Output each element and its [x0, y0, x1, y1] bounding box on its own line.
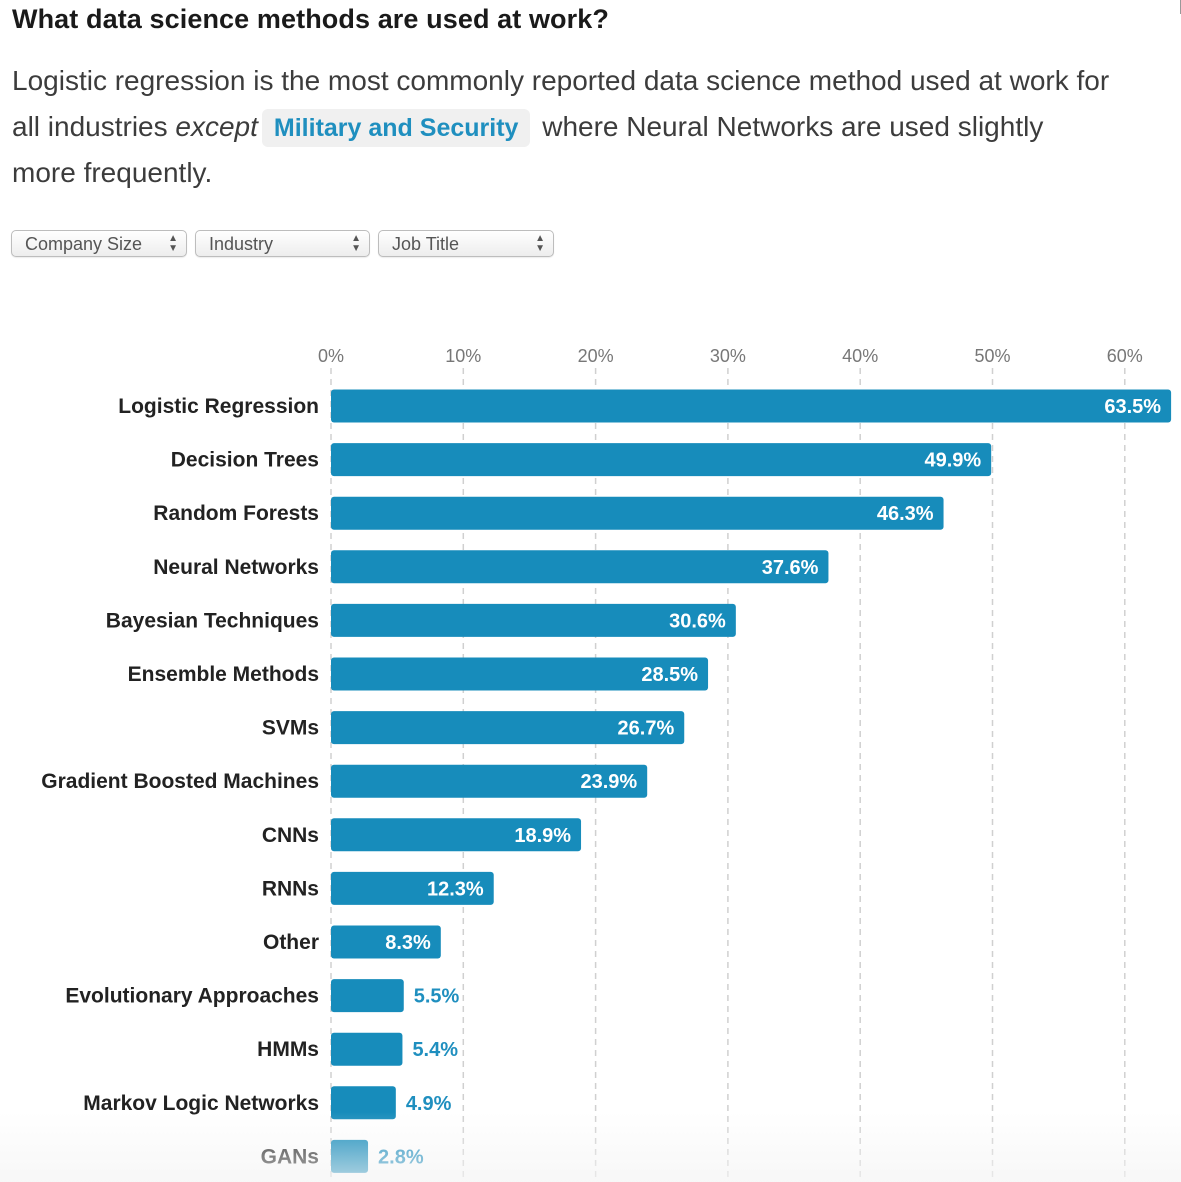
value-label: 26.7% — [618, 718, 675, 740]
bar — [331, 871, 494, 905]
bar — [331, 711, 685, 745]
tick-label: 0% — [318, 346, 344, 366]
value-label: 5.5% — [414, 986, 460, 1008]
updown-arrows-icon: ▲ ▼ — [351, 233, 361, 254]
category-label: Bayesian Techniques — [106, 609, 319, 632]
category-label: Decision Trees — [171, 449, 319, 472]
subtitle-emphasis: except — [175, 111, 258, 142]
value-label: 8.3% — [385, 932, 431, 954]
value-label: 28.5% — [641, 664, 698, 686]
value-label: 46.3% — [877, 503, 934, 525]
industry-select[interactable]: Industry ▲ ▼ — [195, 230, 370, 257]
bar — [331, 389, 1172, 423]
tick-label: 40% — [842, 346, 878, 366]
job-title-select-label: Job Title — [392, 234, 460, 254]
category-label: Logistic Regression — [118, 395, 319, 418]
value-label: 4.9% — [406, 1093, 452, 1115]
value-label: 12.3% — [427, 878, 484, 900]
value-label: 23.9% — [580, 771, 637, 793]
chart-title: What data science methods are used at wo… — [12, 4, 609, 34]
bar — [331, 603, 736, 637]
tick-label: 10% — [445, 346, 481, 366]
value-label: 2.8% — [378, 1146, 424, 1168]
bar — [331, 818, 582, 852]
category-label: Neural Networks — [153, 556, 319, 579]
bar-chart: 0% 10% 20% 30% 40% 50% 60% Logistic Regression 6… — [41, 346, 1172, 1182]
bar — [331, 550, 829, 584]
job-title-select[interactable]: Job Title ▲ ▼ — [378, 230, 554, 257]
chart-subtitle: Logistic regression is the most commonly… — [12, 58, 1112, 196]
industry-highlight-badge[interactable]: Military and Security — [261, 109, 531, 147]
tick-label: 20% — [578, 346, 614, 366]
bar — [331, 1086, 396, 1120]
category-label: CNNs — [262, 824, 319, 847]
tick-label: 30% — [710, 346, 746, 366]
value-label: 63.5% — [1104, 396, 1161, 418]
category-label: RNNs — [262, 877, 319, 900]
industry-select-label: Industry — [209, 234, 274, 254]
bar — [331, 496, 944, 530]
bar — [331, 1139, 369, 1173]
company-size-select-label: Company Size — [25, 234, 143, 254]
bar — [331, 657, 709, 691]
bar — [331, 443, 992, 477]
value-label: 18.9% — [514, 825, 571, 847]
tick-label: 60% — [1107, 346, 1143, 366]
category-label: Gradient Boosted Machines — [41, 770, 319, 793]
updown-arrows-icon: ▲ ▼ — [168, 233, 178, 254]
category-label: Random Forests — [153, 502, 319, 525]
value-label: 37.6% — [762, 557, 819, 579]
bar — [331, 764, 648, 798]
bar — [331, 925, 441, 959]
category-label: Ensemble Methods — [128, 663, 319, 686]
subtitle-text-2: where Neural Networks are used slightly … — [12, 111, 1044, 188]
updown-arrows-icon: ▲ ▼ — [535, 233, 545, 254]
value-label: 30.6% — [669, 610, 726, 632]
company-size-select[interactable]: Company Size ▲ ▼ — [11, 230, 187, 257]
category-label: SVMs — [262, 717, 319, 740]
filter-bar: Company Size ▲ ▼ Industry ▲ ▼ Job Title ▲ ▼ — [11, 230, 554, 257]
category-label: Markov Logic Networks — [83, 1092, 319, 1115]
category-label: GANs — [261, 1145, 319, 1168]
category-label: Evolutionary Approaches — [65, 985, 319, 1008]
category-label: HMMs — [257, 1038, 319, 1061]
value-label: 5.4% — [412, 1039, 458, 1061]
bar — [331, 979, 404, 1013]
subtitle-text-1: Logistic regression is the most commonly… — [12, 65, 1110, 142]
value-label: 49.9% — [924, 450, 981, 472]
bar — [331, 1032, 403, 1066]
category-label: Other — [263, 931, 319, 954]
tick-label: 50% — [974, 346, 1010, 366]
